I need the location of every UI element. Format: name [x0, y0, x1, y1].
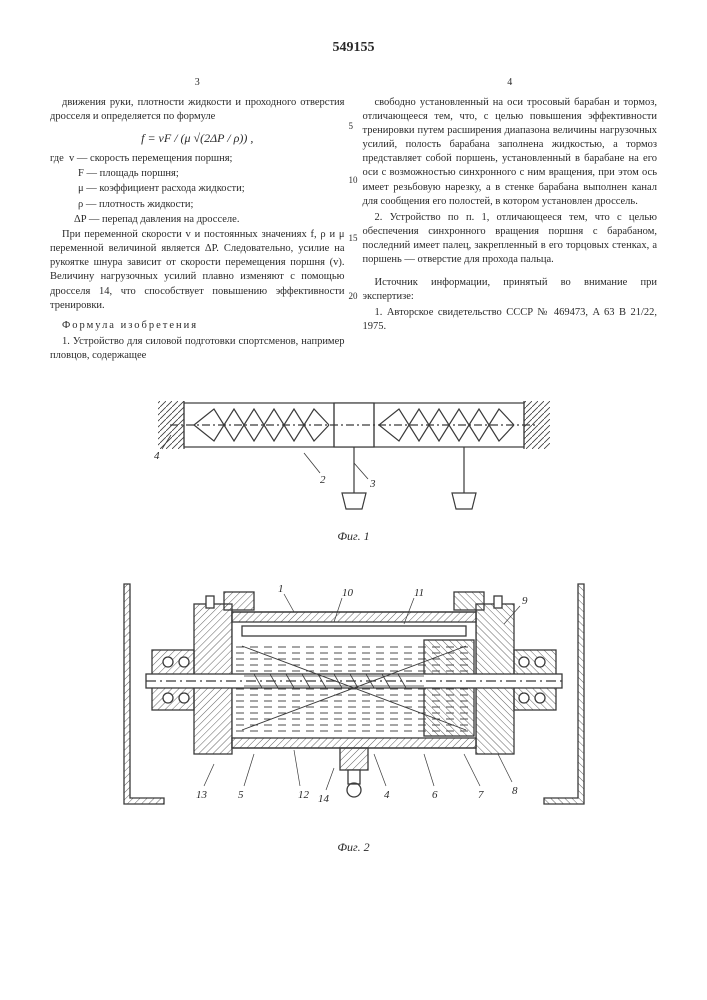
where-block: где v — скорость перемещения поршня; F —… [50, 152, 345, 227]
fig2-ref: 6 [432, 789, 438, 801]
page: 549155 3 движения руки, плотности жидкос… [0, 0, 707, 885]
margin-number: 20 [349, 290, 358, 302]
source-1: 1. Авторское свидетельство СССР № 469473… [363, 306, 658, 334]
margin-number: 15 [349, 232, 358, 244]
where-line: ΔP — перепад давления на дросселе. [50, 213, 345, 227]
left-col-number: 3 [50, 76, 345, 90]
fig1-ref-3: 3 [369, 478, 376, 490]
where-line: F — площадь поршня; [50, 167, 345, 181]
margin-number: 5 [349, 120, 354, 132]
claims-title: Формула изобретения [50, 319, 345, 333]
figure-2: 1 10 11 9 13 5 12 14 4 6 7 8 [94, 554, 614, 834]
fig1-label: Фиг. 1 [50, 529, 657, 544]
fig1-ref-4: 4 [154, 450, 160, 462]
fig2-ref: 8 [512, 785, 518, 797]
fig2-ref: 9 [522, 595, 528, 607]
fig2-ref: 5 [238, 789, 244, 801]
left-column: 3 движения руки, плотности жидкости и пр… [50, 76, 345, 365]
fig2-ref: 10 [342, 587, 354, 599]
where-line: ρ — плотность жидкости; [50, 198, 345, 212]
fig2-ref: 13 [196, 789, 208, 801]
fig2-ref: 1 [278, 583, 284, 595]
left-p1: движения руки, плотности жидкости и прох… [50, 96, 345, 124]
columns: 3 движения руки, плотности жидкости и пр… [50, 76, 657, 365]
fig2-ref: 11 [414, 587, 424, 599]
left-p2: При переменной скорости v и постоянных з… [50, 228, 345, 313]
document-number: 549155 [50, 40, 657, 56]
figures: 2 3 4 Фиг. 1 [50, 383, 657, 855]
right-col-number: 4 [363, 76, 658, 90]
right-p2: 2. Устройство по п. 1, отличающееся тем,… [363, 211, 658, 268]
fig1-ref-2: 2 [320, 474, 326, 486]
right-p1: свободно установленный на оси тросовый б… [363, 96, 658, 209]
claim-1: 1. Устройство для силовой подготовки спо… [50, 335, 345, 363]
fig2-label: Фиг. 2 [50, 840, 657, 855]
sources-title: Источник информации, принятый во внимани… [363, 276, 658, 304]
margin-number: 10 [349, 174, 358, 186]
fig2-ref: 4 [384, 789, 390, 801]
where-line: μ — коэффициент расхода жидкости; [50, 182, 345, 196]
fig2-ref: 12 [298, 789, 310, 801]
fig2-ref: 7 [478, 789, 484, 801]
right-column: 4 5 10 15 20 свободно установленный на о… [363, 76, 658, 365]
where-label: где v — скорость перемещения поршня; [50, 152, 345, 166]
figure-1: 2 3 4 [124, 383, 584, 523]
formula: f = vF / (μ √(2ΔP / ρ)) , [50, 130, 345, 146]
fig2-ref: 14 [318, 793, 330, 805]
